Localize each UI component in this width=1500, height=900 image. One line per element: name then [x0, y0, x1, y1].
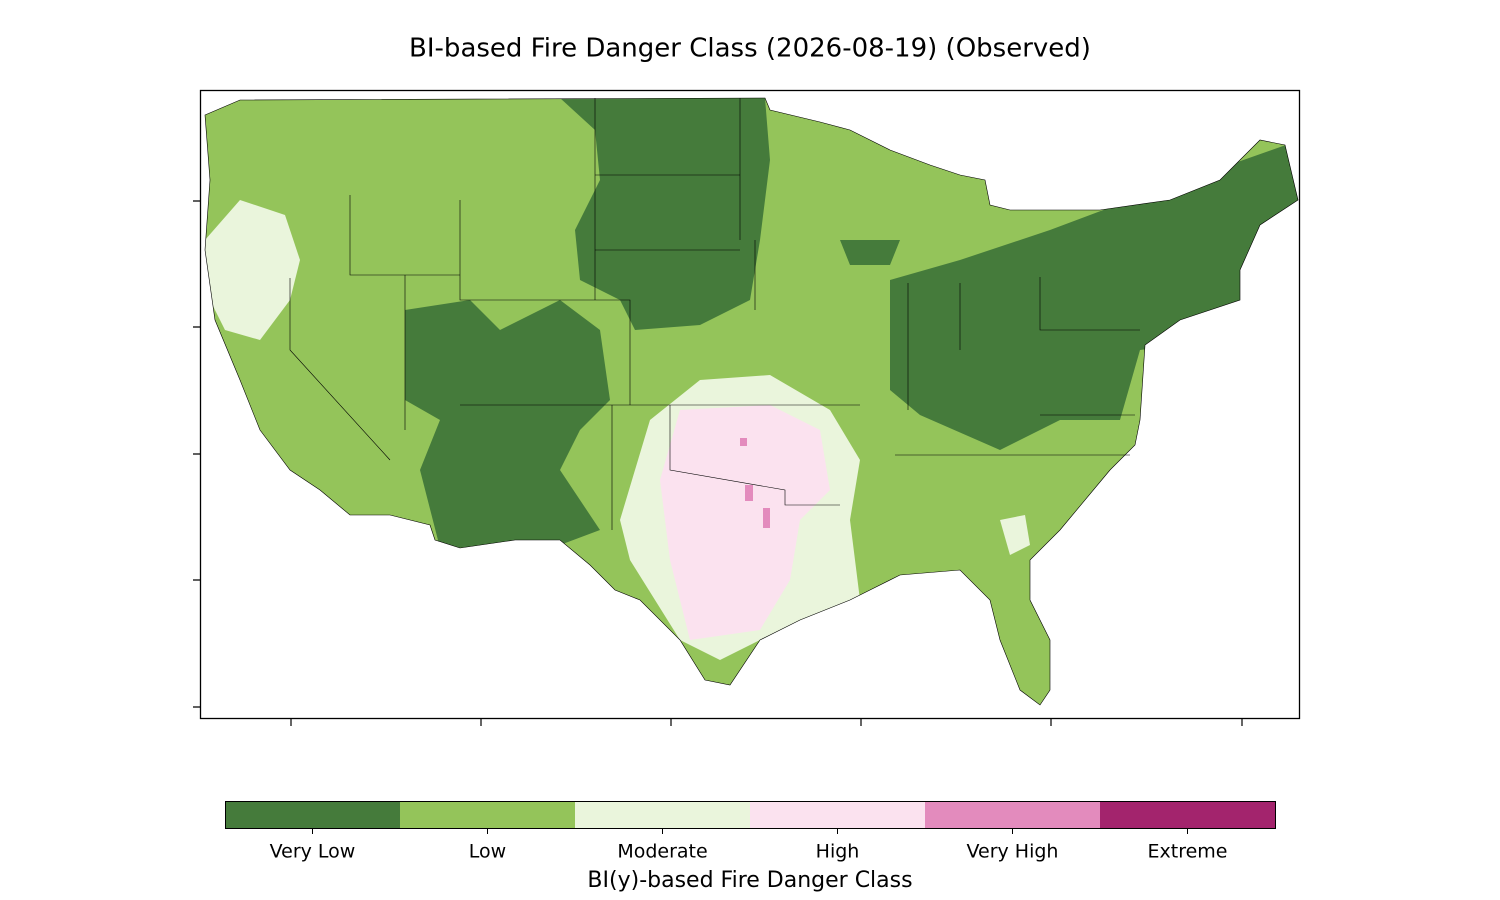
- colorbar-class-label: High: [816, 841, 860, 863]
- colorbar: Very Low Low Moderate High Very High Extreme: [225, 801, 1276, 863]
- colorbar-class-label: Very Low: [270, 841, 356, 863]
- colorbar-swatch: [575, 801, 751, 828]
- colorbar-class-label: Low: [469, 841, 506, 863]
- colorbar-class-label: Extreme: [1148, 841, 1228, 863]
- colorbar-class-label: Moderate: [617, 841, 707, 863]
- colorbar-swatch: [925, 801, 1101, 828]
- colorbar-swatch: [400, 801, 576, 828]
- colorbar-frame: [225, 801, 1276, 829]
- colorbar-label: BI(y)-based Fire Danger Class: [587, 868, 912, 893]
- colorbar-swatch: [750, 801, 926, 828]
- colorbar-class-label: Very High: [967, 841, 1059, 863]
- state-lines: [204, 97, 1299, 706]
- map-frame: [199, 89, 1301, 720]
- axis-ticks: [193, 200, 1243, 726]
- map-title: BI-based Fire Danger Class (2026-08-19) …: [409, 34, 1091, 64]
- colorbar-swatch: [1100, 801, 1276, 828]
- colorbar-swatch: [225, 801, 401, 828]
